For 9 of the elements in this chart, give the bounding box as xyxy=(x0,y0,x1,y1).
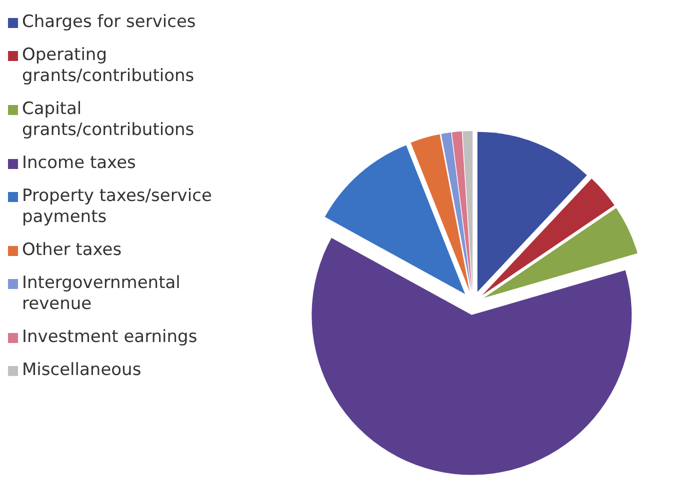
legend-label: Miscellaneous xyxy=(22,360,142,381)
legend-label: Operating grants/contributions xyxy=(22,45,196,87)
legend-label: Charges for services xyxy=(22,12,197,33)
legend-label: Property taxes/service payments xyxy=(22,186,212,228)
legend-label: Other taxes xyxy=(22,240,123,261)
legend-label: Investment earnings xyxy=(22,327,198,348)
legend-label: Intergovernmental revenue xyxy=(22,273,182,315)
legend-label: Capital grants/contributions xyxy=(22,99,196,141)
legend-label: Income taxes xyxy=(22,153,137,174)
